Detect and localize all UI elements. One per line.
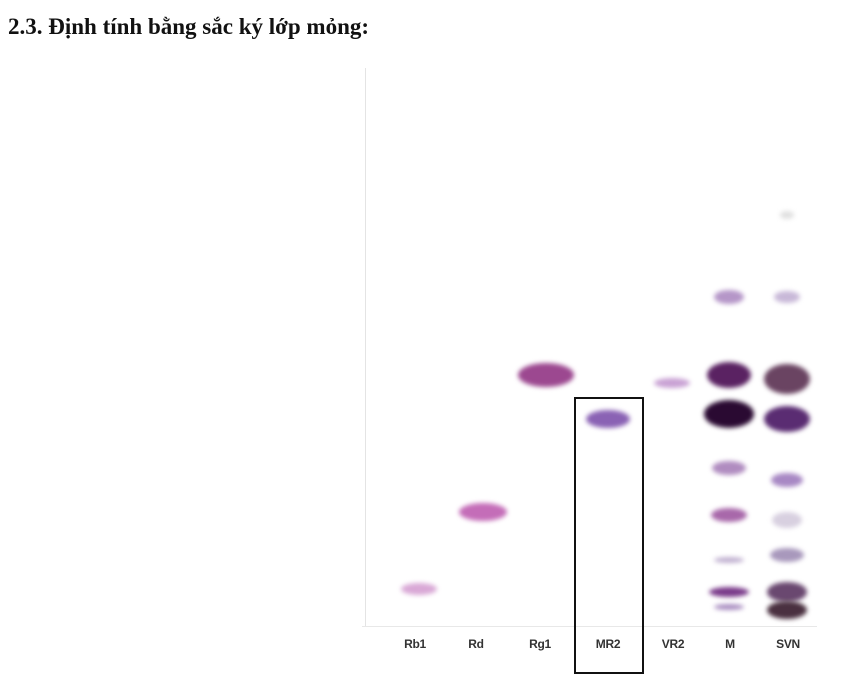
- tlc-spot: [770, 548, 804, 562]
- tlc-spot: [712, 461, 746, 475]
- plate-baseline: [362, 626, 817, 627]
- tlc-spot: [764, 406, 810, 432]
- tlc-spot: [586, 410, 630, 428]
- plate-edge: [365, 68, 366, 626]
- highlight-box-mr2: [574, 397, 644, 674]
- lane-label-rd: Rd: [468, 637, 484, 651]
- tlc-spot: [518, 363, 574, 387]
- tlc-spot: [780, 211, 794, 219]
- tlc-spot: [654, 378, 690, 388]
- lane-label-vr2: VR2: [661, 637, 685, 651]
- tlc-spot: [764, 364, 810, 394]
- tlc-spot: [767, 582, 807, 602]
- tlc-spot: [401, 583, 437, 595]
- tlc-spot: [711, 508, 747, 522]
- tlc-spot: [774, 291, 800, 303]
- lane-label-mr2: MR2: [595, 637, 621, 651]
- tlc-spot: [772, 512, 802, 528]
- lane-label-svn: SVN: [776, 637, 800, 651]
- tlc-spot: [459, 503, 507, 521]
- lane-label-rg1: Rg1: [529, 637, 551, 651]
- tlc-spot: [714, 557, 744, 563]
- tlc-spot: [771, 473, 803, 487]
- lane-label-rb1: Rb1: [404, 637, 426, 651]
- tlc-spot: [704, 400, 754, 428]
- tlc-spot: [714, 290, 744, 304]
- tlc-spot: [767, 601, 807, 619]
- tlc-spot: [707, 362, 751, 388]
- tlc-spot: [714, 604, 744, 610]
- tlc-spot: [709, 587, 749, 597]
- section-heading: 2.3. Định tính bằng sắc ký lớp mỏng:: [8, 14, 370, 39]
- lane-label-m: M: [725, 637, 735, 651]
